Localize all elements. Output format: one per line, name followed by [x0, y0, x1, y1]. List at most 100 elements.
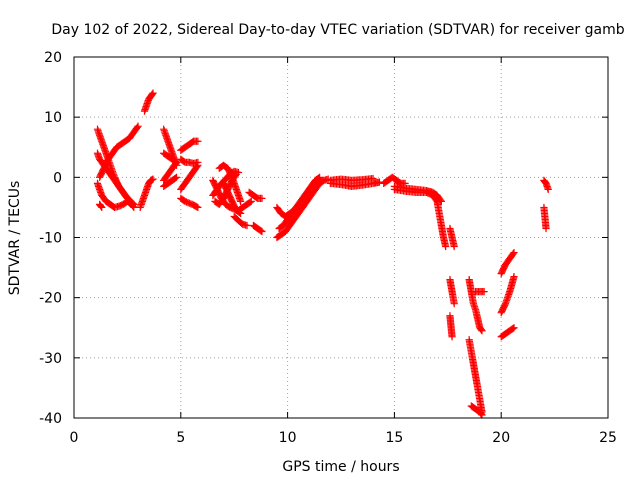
series-arc-x: [273, 175, 332, 242]
data-point: [246, 198, 254, 206]
data-point: [194, 203, 202, 212]
y-tick-label: 10: [44, 110, 62, 126]
x-tick-label: 20: [492, 430, 510, 446]
series-arc-ae: [390, 182, 445, 205]
x-tick-label: 25: [599, 430, 617, 446]
series-arc-u: [230, 212, 251, 230]
data-point: [314, 174, 323, 182]
data-point: [193, 203, 201, 211]
data-point: [510, 273, 518, 281]
chart-title: Day 102 of 2022, Sidereal Day-to-day VTE…: [51, 22, 624, 38]
y-tick-label: 20: [44, 50, 62, 66]
series-arc-c: [96, 122, 142, 181]
data-point: [436, 196, 445, 204]
data-point: [448, 333, 456, 341]
data-point: [292, 203, 300, 212]
data-point: [134, 122, 142, 130]
series-arc-am: [497, 248, 518, 278]
data-point: [437, 197, 445, 205]
series-arc-ah: [446, 312, 456, 341]
y-tick-label: -40: [39, 411, 62, 427]
y-tick-label: -30: [39, 351, 62, 367]
data-point: [542, 224, 550, 233]
data-point: [171, 174, 180, 182]
data-point: [129, 199, 137, 207]
data-point: [544, 185, 552, 193]
series-arc-d: [93, 149, 138, 209]
y-tick-label: 0: [53, 170, 62, 186]
data-point: [235, 209, 244, 217]
series-arc-ap: [540, 176, 552, 193]
data-point: [510, 324, 518, 332]
data-point: [247, 197, 255, 205]
series-arc-k: [160, 149, 181, 166]
data-point: [450, 242, 458, 251]
series-arc-z: [275, 203, 300, 233]
data-point: [149, 175, 157, 183]
series-arc-e: [96, 200, 106, 212]
data-point: [509, 250, 517, 258]
data-point: [478, 411, 486, 419]
series-arc-ag: [446, 276, 458, 308]
series-arc-v: [249, 221, 266, 236]
y-tick-label: -20: [39, 291, 62, 307]
series-arc-al: [471, 288, 488, 296]
data-point: [442, 242, 450, 251]
series-arc-o: [177, 155, 202, 168]
data-point: [148, 90, 156, 98]
data-point: [172, 158, 181, 166]
series-arc-t: [219, 179, 245, 218]
data-point: [232, 170, 240, 178]
data-point: [231, 171, 240, 180]
data-point: [172, 173, 181, 181]
series-arc-w: [245, 188, 266, 202]
series-arc-y: [273, 173, 324, 221]
series-arc-aq: [540, 203, 550, 233]
grid: [74, 57, 608, 418]
x-tick-label: 5: [176, 430, 185, 446]
series-arc-ac: [380, 173, 409, 187]
series-arc-ao: [497, 324, 518, 341]
series-arc-j: [160, 173, 181, 190]
series-arc-b: [93, 179, 138, 212]
data-point: [509, 324, 517, 333]
data-markers: [93, 89, 552, 419]
y-axis-label: SDTVAR / TECUs: [7, 181, 23, 296]
series-arc-ak: [467, 402, 486, 419]
data-point: [133, 123, 141, 131]
x-tick-label: 15: [385, 430, 403, 446]
data-point: [501, 301, 509, 309]
series-arc-i: [160, 158, 181, 184]
series-arc-l: [177, 137, 202, 154]
series-arc-f: [136, 175, 157, 212]
series-arc-af: [446, 224, 458, 251]
data-point: [130, 200, 138, 209]
data-point: [194, 158, 202, 166]
series-arc-n: [177, 194, 202, 212]
data-point: [148, 176, 156, 184]
series-arc-m: [177, 161, 202, 193]
data-point: [97, 202, 105, 211]
x-tick-label: 0: [70, 430, 79, 446]
series-arc-g: [140, 89, 157, 115]
series-arc-aj: [465, 336, 486, 416]
data-point: [257, 227, 265, 235]
data-point: [369, 174, 377, 183]
data-point: [243, 221, 251, 230]
y-tick-label: -10: [39, 231, 62, 247]
data-point: [450, 300, 458, 308]
data-point: [237, 197, 245, 205]
data-point: [478, 327, 486, 335]
data-point: [316, 173, 324, 181]
axis-ticks: 0 5 10 15 20 25 -40 -30 -20 -10 0 10 20: [39, 50, 617, 446]
data-point: [149, 89, 157, 97]
data-point: [237, 209, 245, 218]
data-point: [194, 137, 202, 145]
data-point: [477, 326, 485, 334]
x-tick-label: 10: [279, 430, 297, 446]
series-arc-ai: [465, 276, 486, 335]
series-arc-ab: [326, 174, 377, 184]
data-point: [258, 227, 266, 236]
data-point: [98, 203, 106, 212]
